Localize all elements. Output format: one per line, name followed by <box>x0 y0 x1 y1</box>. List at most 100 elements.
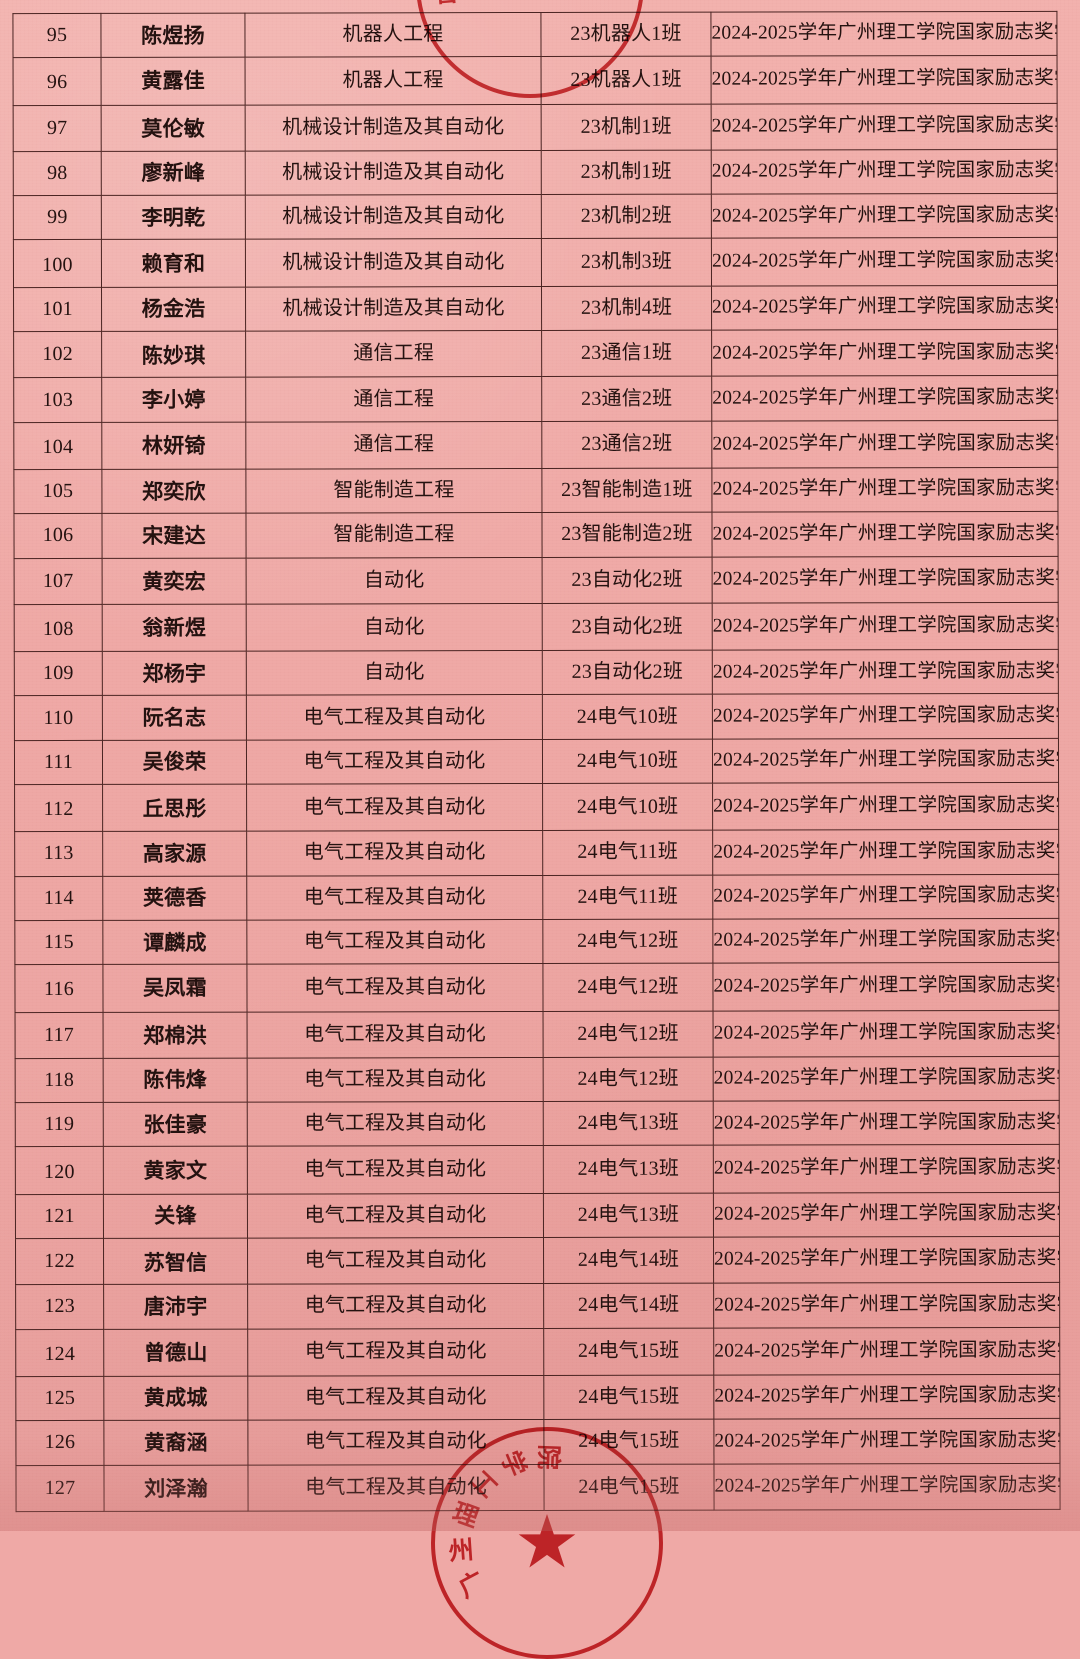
cell-serial-number: 111 <box>14 740 103 785</box>
cell-student-name: 翁新煜 <box>102 603 247 652</box>
cell-student-name: 廖新峰 <box>101 150 246 196</box>
cell-serial-number: 100 <box>13 239 102 288</box>
cell-major: 智能制造工程 <box>245 512 543 558</box>
cell-serial-number: 113 <box>14 831 103 877</box>
cell-award-name: 2024-2025学年广州理工学院国家励志奖学金 <box>712 693 1059 739</box>
table-row: 115 谭麟成 电气工程及其自动化 24电气12班 2024-2025学年广州理工学院国… <box>14 918 1059 965</box>
cell-class: 23自动化2班 <box>542 602 713 651</box>
cell-award-name: 2024-2025学年广州理工学院国家励志奖学金 <box>712 555 1059 603</box>
cell-major: 电气工程及其自动化 <box>246 919 543 965</box>
cell-student-name: 李小婷 <box>101 377 246 423</box>
cell-award-name: 2024-2025学年广州理工学院国家励志奖学金 <box>713 1192 1060 1238</box>
cell-serial-number: 125 <box>15 1376 104 1421</box>
cell-award-name: 2024-2025学年广州理工学院国家励志奖学金 <box>712 782 1059 831</box>
table-row: 120 黄家文 电气工程及其自动化 24电气13班 2024-2025学年广州理工学院国… <box>15 1144 1060 1195</box>
cell-serial-number: 118 <box>15 1058 104 1103</box>
cell-award-name: 2024-2025学年广州理工学院国家励志奖学金 <box>713 1056 1060 1102</box>
cell-serial-number: 97 <box>13 105 102 152</box>
cell-serial-number: 96 <box>13 57 102 106</box>
roster-body: 95 陈煜扬 机器人工程 23机器人1班 2024-2025学年广州理工学院国家励志奖学… <box>12 11 1061 1512</box>
cell-award-name: 2024-2025学年广州理工学院国家励志奖学金 <box>713 1327 1060 1376</box>
cell-award-name: 2024-2025学年广州理工学院国家励志奖学金 <box>711 467 1058 513</box>
cell-class: 24电气15班 <box>543 1419 714 1464</box>
cell-class: 24电气12班 <box>543 1056 714 1102</box>
cell-award-name: 2024-2025学年广州理工学院国家励志奖学金 <box>713 1282 1060 1328</box>
cell-class: 23机制1班 <box>541 103 712 151</box>
cell-student-name: 丘思彤 <box>102 784 247 832</box>
cell-serial-number: 121 <box>15 1194 104 1239</box>
table-row: 123 唐沛宇 电气工程及其自动化 24电气14班 2024-2025学年广州理工学院国… <box>15 1282 1060 1330</box>
cell-major: 机械设计制造及其自动化 <box>245 104 542 151</box>
table-row: 100 赖育和 机械设计制造及其自动化 23机制3班 2024-2025学年广州理工学院… <box>13 237 1058 288</box>
cell-class: 23机制3班 <box>541 238 712 287</box>
cell-award-name: 2024-2025学年广州理工学院国家励志奖学金 <box>711 55 1058 104</box>
cell-major: 电气工程及其自动化 <box>247 1145 544 1194</box>
cell-class: 23机器人1班 <box>540 12 712 57</box>
cell-student-name: 陈妙琪 <box>101 331 246 378</box>
cell-award-name: 2024-2025学年广州理工学院国家励志奖学金 <box>713 1374 1060 1420</box>
cell-serial-number: 109 <box>14 651 103 697</box>
cell-class: 23机制2班 <box>541 194 712 239</box>
seal-char: 智 <box>432 0 460 10</box>
table-row: 101 杨金浩 机械设计制造及其自动化 23机制4班 2024-2025学年广州理工学院… <box>13 285 1058 332</box>
cell-serial-number: 120 <box>15 1146 104 1195</box>
cell-student-name: 苏智信 <box>103 1238 248 1285</box>
table-row: 112 丘思彤 电气工程及其自动化 24电气10班 2024-2025学年广州理工学院国… <box>14 782 1059 832</box>
table-row: 106 宋建达 智能制造工程 23智能制造2班 2024-2025学年广州理工学院国家励… <box>13 511 1059 559</box>
cell-serial-number: 127 <box>15 1464 105 1512</box>
cell-major: 机器人工程 <box>245 56 542 105</box>
cell-major: 电气工程及其自动化 <box>246 739 543 785</box>
cell-major: 电气工程及其自动化 <box>246 783 543 832</box>
table-row: 99 李明乾 机械设计制造及其自动化 23机制2班 2024-2025学年广州理工学院国… <box>13 193 1058 241</box>
cell-student-name: 郑棉洪 <box>103 1011 248 1059</box>
cell-major: 电气工程及其自动化 <box>247 1328 544 1377</box>
cell-major: 智能制造工程 <box>245 468 542 514</box>
cell-major: 电气工程及其自动化 <box>247 1057 544 1103</box>
cell-award-name: 2024-2025学年广州理工学院国家励志奖学金 <box>710 11 1058 57</box>
cell-major: 电气工程及其自动化 <box>247 1011 544 1058</box>
cell-award-name: 2024-2025学年广州理工学院国家励志奖学金 <box>712 962 1060 1011</box>
cell-class: 24电气12班 <box>542 919 713 964</box>
table-row: 124 曾德山 电气工程及其自动化 24电气15班 2024-2025学年广州理工学院国… <box>15 1327 1060 1377</box>
cell-major: 电气工程及其自动化 <box>247 1463 545 1511</box>
cell-class: 24电气11班 <box>542 874 713 920</box>
table-row: 117 郑棉洪 电气工程及其自动化 24电气12班 2024-2025学年广州理工学院国… <box>15 1009 1060 1059</box>
cell-serial-number: 106 <box>13 513 103 559</box>
cell-award-name: 2024-2025学年广州理工学院国家励志奖学金 <box>711 285 1058 331</box>
cell-student-name: 曾德山 <box>103 1328 248 1377</box>
cell-class: 24电气10班 <box>542 738 713 784</box>
cell-student-name: 宋建达 <box>101 513 247 558</box>
cell-class: 24电气12班 <box>542 963 714 1012</box>
table-row: 103 李小婷 通信工程 23通信2班 2024-2025学年广州理工学院国家励志奖学金 <box>13 375 1058 423</box>
cell-class: 23机制1班 <box>541 150 712 195</box>
cell-class: 24电气11班 <box>542 830 713 876</box>
cell-serial-number: 108 <box>14 604 103 652</box>
table-row: 109 郑杨宇 自动化 23自动化2班 2024-2025学年广州理工学院国家励志奖学金 <box>14 649 1059 697</box>
cell-award-name: 2024-2025学年广州理工学院国家励志奖学金 <box>713 1418 1060 1464</box>
cell-award-name: 2024-2025学年广州理工学院国家励志奖学金 <box>711 375 1058 421</box>
seal-char: 州 <box>447 1537 475 1566</box>
cell-major: 通信工程 <box>245 421 542 470</box>
cell-serial-number: 115 <box>14 920 103 965</box>
cell-award-name: 2024-2025学年广州理工学院国家励志奖学金 <box>712 602 1059 651</box>
cell-class: 23智能制造1班 <box>541 468 712 513</box>
cell-serial-number: 105 <box>13 469 102 514</box>
cell-student-name: 黄成城 <box>103 1376 248 1421</box>
table-row: 96 黄露佳 机器人工程 23机器人1班 2024-2025学年广州理工学院国家励志奖学… <box>13 55 1058 106</box>
table-row: 107 黄奕宏 自动化 23自动化2班 2024-2025学年广州理工学院国家励志奖学金 <box>14 555 1059 605</box>
cell-major: 电气工程及其自动化 <box>246 963 544 1012</box>
cell-award-name: 2024-2025学年广州理工学院国家励志奖学金 <box>713 1236 1060 1284</box>
table-row: 116 吴凤霜 电气工程及其自动化 24电气12班 2024-2025学年广州理工学院国… <box>14 962 1060 1013</box>
seal-char: 广 <box>454 1567 490 1604</box>
cell-award-name: 2024-2025学年广州理工学院国家励志奖学金 <box>712 649 1059 695</box>
cell-serial-number: 104 <box>13 422 102 470</box>
cell-class: 24电气13班 <box>543 1145 714 1194</box>
cell-class: 23通信2班 <box>541 420 712 469</box>
cell-student-name: 李明乾 <box>101 195 246 240</box>
table-row: 114 荚德香 电气工程及其自动化 24电气11班 2024-2025学年广州理工学院国… <box>14 874 1059 921</box>
cell-class: 24电气10班 <box>542 783 713 831</box>
cell-student-name: 黄家文 <box>103 1146 248 1195</box>
cell-serial-number: 123 <box>15 1284 104 1330</box>
cell-class: 23机器人1班 <box>541 56 712 105</box>
